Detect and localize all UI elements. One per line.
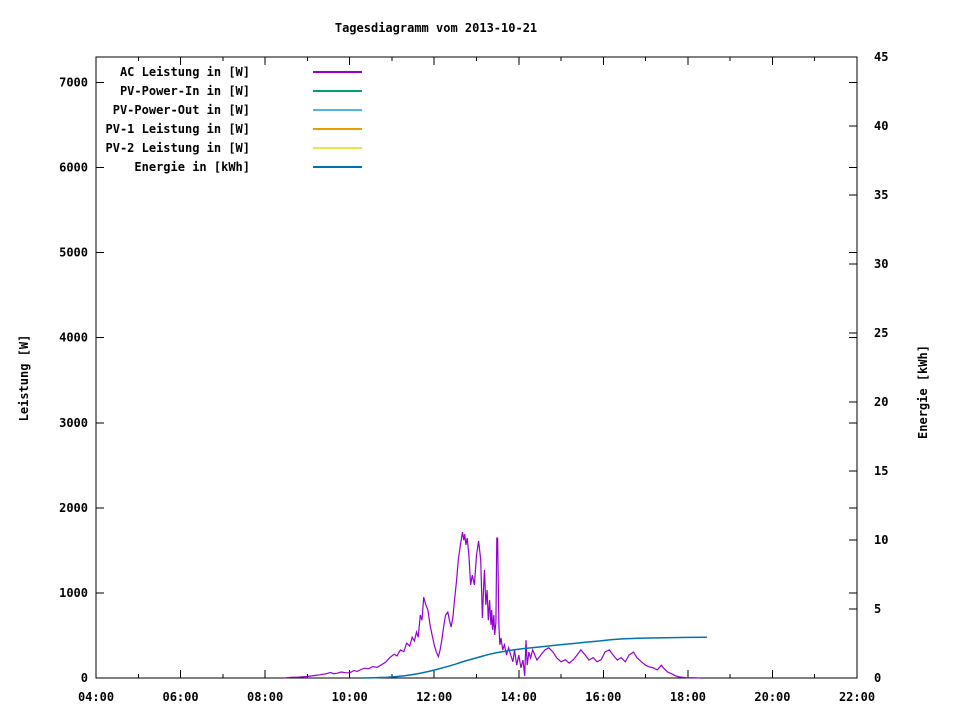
y-right-tick-label: 30: [874, 257, 888, 271]
y-right-tick-label: 5: [874, 602, 881, 616]
y-right-tick-label: 40: [874, 119, 888, 133]
chart-title: Tagesdiagramm vom 2013-10-21: [334, 21, 538, 35]
x-tick-label: 14:00: [501, 690, 537, 704]
legend-item-label: AC Leistung in [W]: [120, 65, 250, 79]
y-right-tick-label: 0: [874, 671, 881, 685]
x-tick-label: 08:00: [247, 690, 283, 704]
legend-item-label: PV-1 Leistung in [W]: [106, 122, 251, 136]
y-left-tick-label: 7000: [59, 76, 88, 90]
x-tick-label: 12:00: [416, 690, 452, 704]
y-right-tick-label: 10: [874, 533, 888, 547]
y-left-tick-label: 4000: [59, 331, 88, 345]
y-left-tick-label: 2000: [59, 501, 88, 515]
x-tick-label: 10:00: [332, 690, 368, 704]
x-tick-label: 18:00: [670, 690, 706, 704]
y-left-tick-label: 1000: [59, 586, 88, 600]
series-curve-energie-in-kwh: [362, 636, 707, 679]
y-left-tick-label: 5000: [59, 246, 88, 260]
x-tick-label: 20:00: [754, 690, 790, 704]
legend-item-label: PV-Power-Out in [W]: [113, 103, 250, 117]
y-left-tick-label: 3000: [59, 416, 88, 430]
legend-item-label: Energie in [kWh]: [134, 160, 250, 174]
y-right-tick-label: 45: [874, 50, 888, 64]
x-tick-label: 16:00: [585, 690, 621, 704]
y-left-tick-label: 0: [81, 671, 88, 685]
y-right-tick-label: 20: [874, 395, 888, 409]
x-tick-label: 06:00: [162, 690, 198, 704]
series-curve-ac-leistung-in-w: [284, 532, 701, 679]
x-tick-label: 22:00: [839, 690, 875, 704]
y-right-tick-label: 35: [874, 188, 888, 202]
y-left-tick-label: 6000: [59, 161, 88, 175]
y-right-tick-label: 25: [874, 326, 888, 340]
legend-item-label: PV-Power-In in [W]: [120, 84, 250, 98]
x-tick-label: 04:00: [78, 690, 114, 704]
y-right-tick-label: 15: [874, 464, 888, 478]
legend-item-label: PV-2 Leistung in [W]: [106, 141, 251, 155]
